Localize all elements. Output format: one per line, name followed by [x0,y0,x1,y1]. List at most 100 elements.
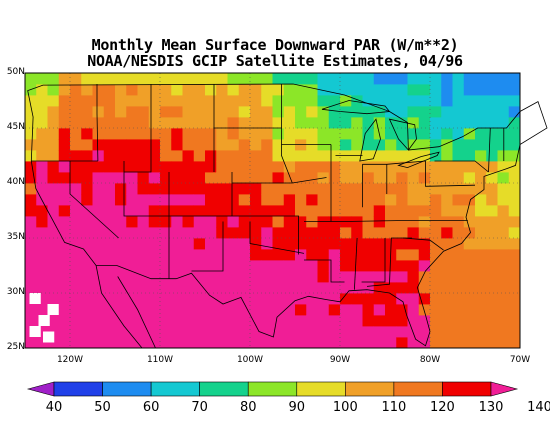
par-grid-cell [137,260,150,272]
par-grid-cell [463,337,476,349]
par-grid-cell [25,238,37,250]
par-grid-cell [81,128,93,140]
par-grid-cell [497,205,510,217]
par-grid-cell [58,227,71,239]
par-grid-cell [115,238,127,250]
par-grid-cell [148,150,161,162]
par-grid-cell [351,117,363,129]
par-grid-cell [126,73,138,85]
par-grid-cell [351,183,363,195]
par-grid-cell [137,326,150,338]
par-grid-cell [261,282,273,294]
par-grid-cell [115,128,127,140]
latitude-tick-label: 45N [6,122,25,132]
par-grid-cell [385,84,397,96]
par-grid-cell [418,128,431,140]
par-grid-cell [227,271,240,283]
par-grid-cell [475,117,487,129]
par-grid-cell [70,84,82,96]
par-grid-cell [486,304,498,316]
par-grid-cell [193,161,206,173]
par-grid-cell [182,216,195,228]
par-grid-cell [475,150,487,162]
par-grid-cell [407,271,420,283]
par-grid-cell [250,326,262,338]
colorbar-segment [296,381,346,397]
par-grid-cell [362,106,375,118]
par-grid-cell [295,106,307,118]
par-grid-cell [328,150,341,162]
par-grid-cell [171,238,183,250]
par-grid-cell [36,249,48,261]
par-grid-cell [205,150,217,162]
par-grid-cell [137,128,150,140]
par-grid-cell [373,84,386,96]
par-grid-cell [407,183,420,195]
par-grid-cell [137,315,150,327]
par-grid-cell [418,183,431,195]
par-grid-cell [205,326,217,338]
par-grid-cell [407,216,420,228]
par-grid-cell [58,172,71,184]
par-grid-cell [25,260,37,272]
par-grid-cell [47,172,60,184]
par-grid-cell [92,84,105,96]
par-grid-cell [452,315,465,327]
par-grid-cell [430,326,442,338]
par-grid-cell [103,238,116,250]
par-grid-cell [373,161,386,173]
latitude-tick-label: 30N [6,287,25,297]
par-grid-cell [148,337,161,349]
par-grid-cell [160,128,172,140]
par-grid-cell [148,282,161,294]
par-grid-cell [340,282,352,294]
par-grid-cell [418,117,431,129]
par-grid-cell [171,315,183,327]
par-grid-cell [463,304,476,316]
par-grid-cell [283,183,296,195]
par-grid-cell [103,315,116,327]
par-grid-cell [295,128,307,140]
par-grid-cell [508,128,521,140]
par-grid-cell [171,84,183,96]
par-grid-cell [441,260,453,272]
par-grid-cell [317,205,330,217]
par-grid-cell [115,293,127,305]
par-grid-cell [58,249,71,261]
par-grid-cell [486,315,498,327]
par-grid-cell [373,282,386,294]
colorbar-level-label: 60 [142,400,160,415]
par-grid-cell [475,84,487,96]
par-grid-cell [340,315,352,327]
par-grid-cell [103,106,116,118]
par-grid-cell [25,194,37,206]
par-grid-cell [396,249,408,261]
par-grid-cell [182,84,195,96]
par-grid-cell [317,161,330,173]
par-grid-cell [250,194,262,206]
par-grid-cell [205,282,217,294]
par-grid-cell [58,139,71,151]
par-grid-cell [227,183,240,195]
par-grid-cell [407,139,420,151]
par-grid-cell [418,304,431,316]
par-grid-cell [340,117,352,129]
par-grid-cell [160,73,172,85]
par-grid-cell [238,172,251,184]
par-grid-cell [340,326,352,338]
par-grid-cell [452,139,465,151]
par-grid-cell [58,161,71,173]
par-grid-cell [373,238,386,250]
par-grid-cell [328,337,341,349]
par-grid-cell [317,238,330,250]
par-grid-cell [103,216,116,228]
par-grid-cell [295,172,307,184]
par-grid-cell [508,249,521,261]
par-grid-cell [193,150,206,162]
par-grid-cell [148,260,161,272]
par-grid-cell [385,106,397,118]
par-grid-cell [81,227,93,239]
par-grid-cell [250,260,262,272]
par-grid-cell [306,73,318,85]
